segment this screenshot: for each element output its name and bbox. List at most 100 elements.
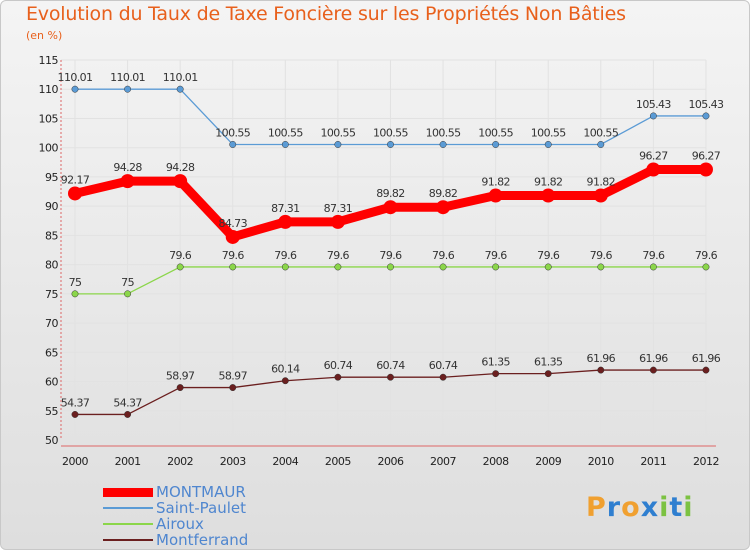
point-montferrand: [334, 373, 342, 381]
point-montferrand: [71, 411, 79, 418]
point-montferrand: [281, 377, 289, 385]
data-label-airoux: 75: [69, 276, 82, 289]
point-saint-paulet: [229, 141, 237, 148]
data-label-montferrand: 61.96: [692, 352, 721, 365]
x-tick-label: 2001: [115, 455, 141, 468]
point-montmaur: [698, 162, 713, 177]
data-label-montferrand: 60.74: [324, 359, 353, 372]
legend-label-saint-paulet: Saint-Paulet: [156, 499, 247, 517]
point-montmaur: [330, 214, 345, 229]
point-airoux: [387, 263, 394, 271]
point-montmaur: [120, 174, 135, 189]
y-axis-unit: (en %): [26, 29, 63, 42]
point-airoux: [334, 263, 342, 271]
point-saint-paulet: [492, 141, 500, 148]
data-label-montmaur: 91.82: [481, 176, 510, 189]
x-tick-label: 2009: [535, 455, 561, 468]
point-montmaur: [173, 174, 188, 189]
point-montferrand: [597, 366, 605, 374]
data-label-montferrand: 54.37: [113, 396, 142, 409]
data-label-montmaur: 96.27: [692, 149, 721, 162]
y-tick-label: 95: [45, 171, 58, 184]
point-saint-paulet: [649, 112, 657, 120]
x-tick-label: 2011: [640, 455, 666, 468]
point-airoux: [176, 263, 184, 271]
legend: MONTMAUR Saint-Paulet Airoux Montferrand: [103, 484, 248, 548]
legend-item-saint-paulet: Saint-Paulet: [103, 500, 248, 516]
point-airoux: [124, 290, 132, 298]
data-label-montmaur: 84.73: [218, 217, 247, 230]
point-saint-paulet: [544, 141, 552, 148]
point-montferrand: [492, 370, 500, 378]
point-montferrand: [544, 370, 552, 378]
logo-letter: r: [606, 492, 622, 523]
legend-swatch-saint-paulet: [103, 507, 153, 509]
point-montferrand: [439, 373, 447, 381]
proxiti-logo: Proxiti: [586, 492, 694, 523]
legend-label-montmaur: MONTMAUR: [156, 483, 246, 501]
data-label-montferrand: 61.35: [534, 356, 563, 369]
point-saint-paulet: [334, 141, 342, 148]
logo-letter: x: [640, 492, 660, 523]
legend-label-montferrand: Montferrand: [156, 531, 249, 549]
x-tick-label: 2002: [167, 455, 193, 468]
point-montmaur: [278, 214, 293, 229]
data-label-saint-paulet: 100.55: [320, 126, 355, 139]
data-label-montmaur: 96.27: [639, 149, 668, 162]
legend-label-airoux: Airoux: [156, 515, 204, 533]
point-montferrand: [176, 384, 184, 392]
y-tick-label: 60: [45, 376, 58, 389]
data-label-montmaur: 91.82: [587, 176, 616, 189]
point-saint-paulet: [597, 141, 605, 148]
data-label-montferrand: 61.35: [481, 356, 510, 369]
logo-letter: P: [586, 492, 607, 523]
point-airoux: [281, 263, 289, 271]
data-label-montferrand: 60.14: [271, 363, 300, 376]
data-label-saint-paulet: 100.55: [373, 126, 408, 139]
data-label-saint-paulet: 100.55: [531, 126, 566, 139]
point-airoux: [649, 263, 657, 271]
data-label-airoux: 79.6: [432, 249, 455, 262]
y-tick-label: 115: [39, 54, 59, 67]
data-labels: 110.01 110.01 110.01 100.55 100.55 100.55 100.…: [58, 71, 725, 409]
x-tick-label: 2010: [588, 455, 614, 468]
data-label-saint-paulet: 110.01: [163, 71, 198, 84]
data-label-montmaur: 87.31: [324, 202, 353, 215]
data-label-saint-paulet: 110.01: [110, 71, 145, 84]
x-tick-label: 2012: [693, 455, 719, 468]
data-label-montferrand: 58.97: [166, 370, 195, 383]
axes: 50 55 60 65 70 75 80 85 90 95 100 105 110 115 2000 2001…: [39, 54, 720, 468]
point-montferrand: [124, 411, 132, 418]
x-tick-label: 2007: [430, 455, 456, 468]
logo-letter: i: [683, 492, 694, 523]
y-tick-label: 55: [45, 405, 58, 418]
point-airoux: [439, 263, 447, 271]
data-label-montmaur: 89.82: [429, 187, 458, 200]
x-tick-label: 2003: [220, 455, 246, 468]
data-label-airoux: 79.6: [537, 249, 560, 262]
point-airoux: [229, 263, 237, 271]
y-tick-label: 105: [39, 112, 59, 125]
data-label-montmaur: 94.28: [166, 161, 195, 174]
x-tick-label: 2004: [272, 455, 298, 468]
point-saint-paulet: [124, 85, 132, 93]
data-label-saint-paulet: 100.55: [478, 126, 513, 139]
point-montferrand: [702, 366, 710, 374]
data-label-montferrand: 60.74: [376, 359, 405, 372]
data-label-airoux: 79.6: [327, 249, 350, 262]
data-label-saint-paulet: 100.55: [215, 126, 250, 139]
data-label-airoux: 79.6: [379, 249, 402, 262]
grid: [61, 59, 707, 446]
point-montmaur: [488, 188, 503, 203]
point-montmaur: [225, 229, 240, 244]
y-tick-label: 100: [39, 142, 59, 155]
point-saint-paulet: [387, 141, 394, 148]
data-label-airoux: 79.6: [274, 249, 297, 262]
logo-letter: i: [659, 492, 670, 523]
x-tick-label: 2008: [483, 455, 509, 468]
point-saint-paulet: [702, 112, 710, 120]
point-montmaur: [436, 200, 451, 215]
data-label-saint-paulet: 110.01: [58, 71, 93, 84]
data-label-montferrand: 54.37: [61, 396, 90, 409]
